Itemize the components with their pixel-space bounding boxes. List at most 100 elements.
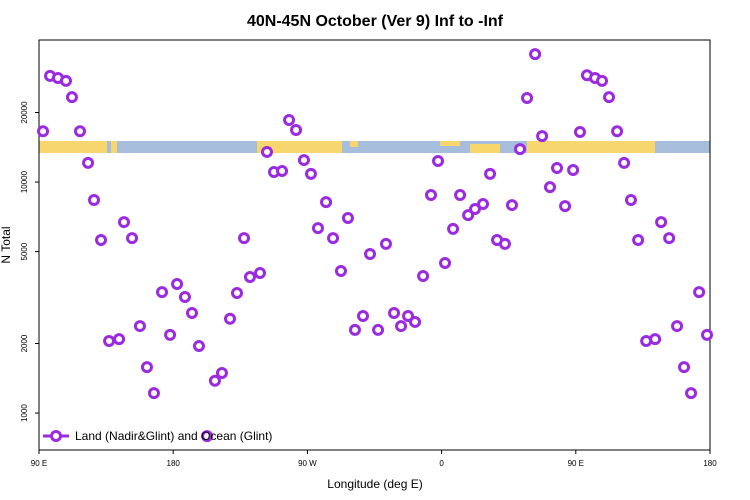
data-point — [611, 125, 624, 138]
data-point — [379, 237, 392, 250]
data-point — [395, 320, 408, 333]
y-tick-label: 20000 — [20, 101, 29, 124]
data-point — [201, 430, 214, 443]
data-point — [701, 328, 714, 341]
data-point — [693, 286, 706, 299]
data-point — [88, 194, 101, 207]
data-point — [559, 200, 572, 213]
land-band — [111, 141, 117, 153]
data-point — [521, 92, 534, 105]
data-point — [304, 167, 317, 180]
data-point — [74, 125, 87, 138]
land-ocean-band — [39, 141, 710, 153]
data-point — [341, 211, 354, 224]
data-point — [409, 315, 422, 328]
data-point — [82, 156, 95, 169]
data-point — [439, 257, 452, 270]
y-axis-title: N Total — [0, 226, 13, 263]
data-point — [529, 48, 542, 61]
data-point — [477, 198, 490, 211]
data-point — [624, 194, 637, 207]
data-point — [164, 328, 177, 341]
data-point — [147, 387, 160, 400]
data-point — [364, 248, 377, 261]
data-point — [320, 196, 333, 209]
x-tick-label: 180 — [703, 459, 717, 468]
data-point — [469, 203, 482, 216]
y-tick-label: 5000 — [20, 242, 29, 260]
data-point — [514, 143, 527, 156]
data-point — [95, 234, 108, 247]
data-point — [618, 156, 631, 169]
data-point — [649, 333, 662, 346]
data-point — [678, 361, 691, 374]
data-point — [260, 145, 273, 158]
data-point — [290, 123, 303, 136]
data-point — [103, 335, 116, 348]
data-point — [208, 374, 221, 387]
land-band — [527, 141, 655, 153]
data-point — [140, 361, 153, 374]
data-point — [65, 91, 78, 104]
x-tick-label: 90 E — [31, 459, 47, 468]
x-tick-label: 90 E — [568, 459, 584, 468]
data-point — [484, 167, 497, 180]
data-point — [536, 130, 549, 143]
data-point — [372, 323, 385, 336]
land-band — [470, 144, 500, 153]
data-point — [454, 188, 467, 201]
data-point — [171, 277, 184, 290]
data-point — [185, 307, 198, 320]
data-point — [126, 232, 139, 245]
data-point — [551, 162, 564, 175]
y-tick-label: 2000 — [20, 334, 29, 352]
data-point — [156, 286, 169, 299]
data-point — [113, 333, 126, 346]
data-point — [573, 125, 586, 138]
data-point — [567, 164, 580, 177]
data-point — [224, 312, 237, 325]
data-point — [685, 387, 698, 400]
land-band — [39, 141, 107, 153]
data-point — [348, 323, 361, 336]
legend-label: Land (Nadir&Glint) and Ocean (Glint) — [75, 429, 272, 443]
data-point — [178, 290, 191, 303]
data-point — [334, 265, 347, 278]
data-point — [59, 74, 72, 87]
data-point — [276, 165, 289, 178]
x-tick-label: 180 — [167, 459, 181, 468]
legend-marker — [50, 430, 62, 442]
data-point — [671, 320, 684, 333]
data-point — [663, 232, 676, 245]
data-point — [238, 232, 251, 245]
chart-title: 40N-45N October (Ver 9) Inf to -Inf — [247, 13, 504, 30]
data-point — [117, 216, 130, 229]
data-point — [192, 340, 205, 353]
data-point — [447, 222, 460, 235]
data-point — [544, 181, 557, 194]
data-point — [37, 125, 50, 138]
x-tick-label: 90 W — [298, 459, 317, 468]
data-point — [498, 237, 511, 250]
land-band — [350, 141, 358, 147]
y-tick-label: 10000 — [20, 170, 29, 193]
data-point — [417, 270, 430, 283]
y-tick-label: 1000 — [20, 404, 29, 422]
data-point — [283, 114, 296, 127]
data-point — [632, 234, 645, 247]
data-point — [311, 222, 324, 235]
data-point — [243, 271, 256, 284]
data-point — [231, 286, 244, 299]
land-band — [440, 141, 460, 146]
data-point — [603, 91, 616, 104]
data-point — [253, 266, 266, 279]
data-point — [388, 307, 401, 320]
data-point — [297, 154, 310, 167]
x-tick-label: 0 — [439, 459, 444, 468]
data-point — [327, 232, 340, 245]
data-point — [655, 216, 668, 229]
x-axis-title: Longitude (deg E) — [327, 477, 422, 491]
land-band — [257, 141, 342, 153]
